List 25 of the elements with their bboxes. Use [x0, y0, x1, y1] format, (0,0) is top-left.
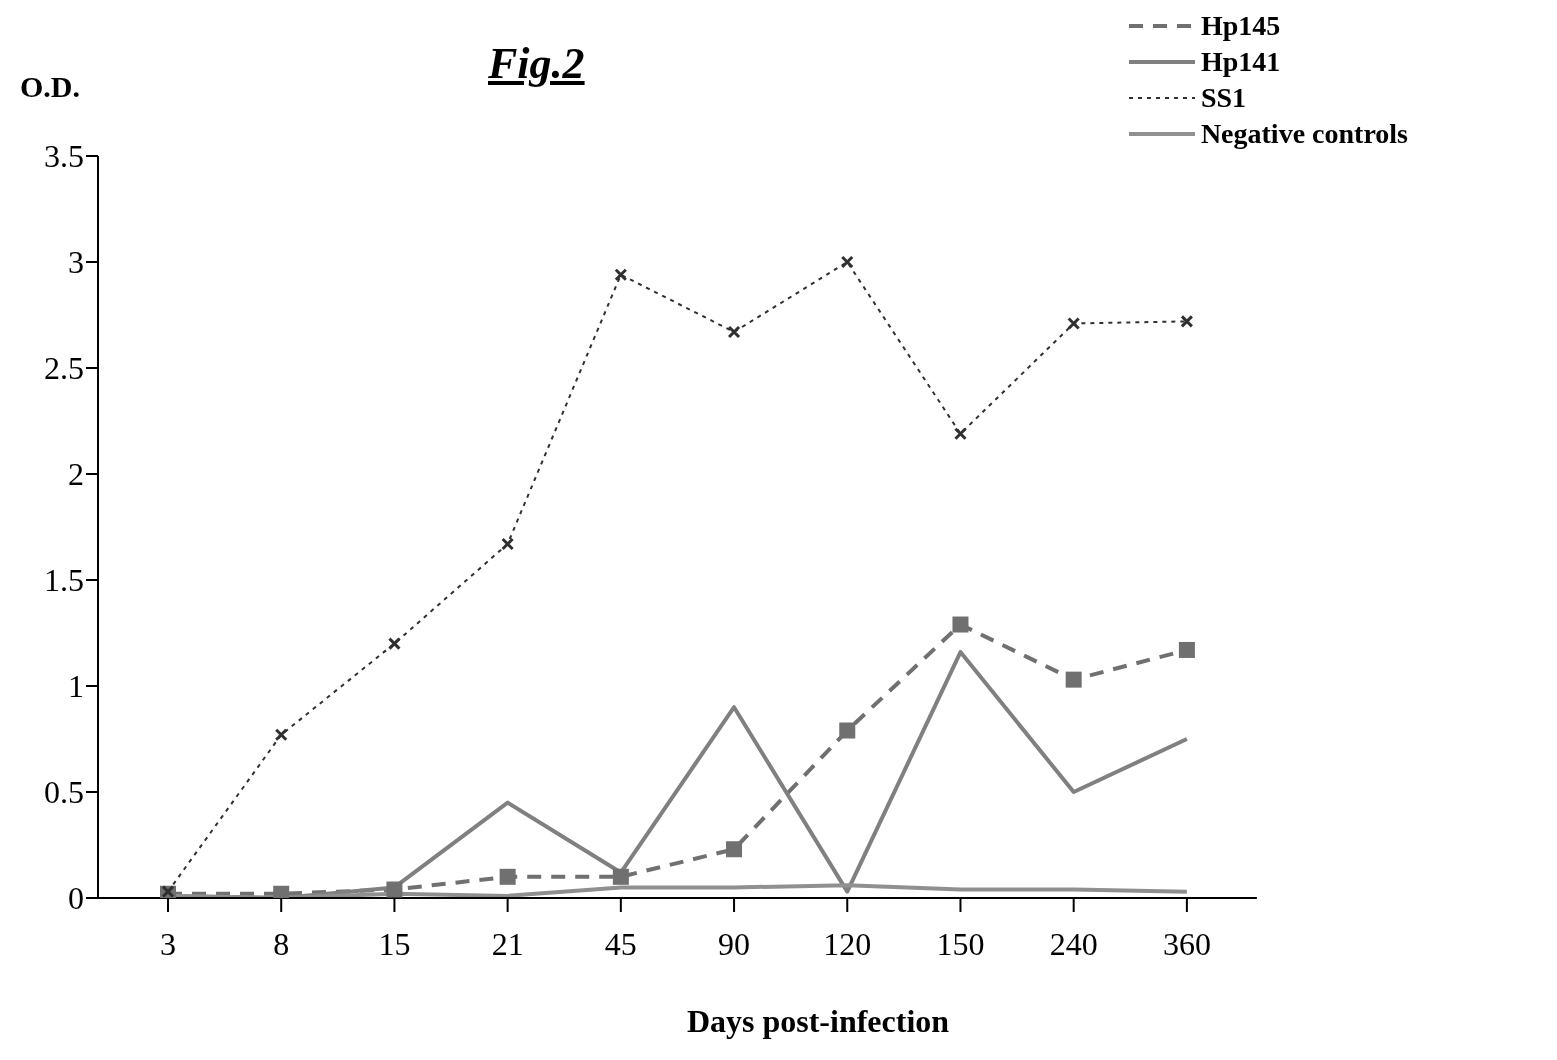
legend-label: Hp145	[1200, 10, 1281, 42]
y-tick-label: 0.5	[44, 774, 84, 811]
y-tick-label: 3	[68, 244, 84, 281]
x-axis-title: Days post-infection	[685, 1003, 951, 1040]
x-tick-label: 120	[823, 925, 872, 962]
legend-label: SS1	[1200, 82, 1247, 114]
y-tick-label: 1.5	[44, 562, 84, 599]
y-axis-title: O.D.	[20, 70, 80, 104]
x-tick-label: 240	[1049, 925, 1098, 962]
x-tick-label: 3	[160, 925, 176, 962]
y-tick-label: 3.5	[44, 138, 84, 175]
y-tick-label: 2	[68, 456, 84, 493]
chart-title: Fig.2	[488, 38, 585, 89]
legend-label: Negative controls	[1200, 118, 1408, 150]
x-tick-label: 150	[936, 925, 985, 962]
x-tick-label: 21	[491, 925, 524, 962]
x-tick-label: 15	[378, 925, 411, 962]
x-tick-label: 45	[604, 925, 637, 962]
y-tick-label: 2.5	[44, 350, 84, 387]
x-tick-label: 8	[273, 925, 290, 962]
legend-label: Hp141	[1200, 46, 1281, 78]
y-tick-label: 1	[68, 668, 84, 705]
x-tick-label: 90	[718, 925, 751, 962]
y-tick-label: 0	[68, 880, 84, 917]
x-tick-label: 360	[1162, 925, 1211, 962]
